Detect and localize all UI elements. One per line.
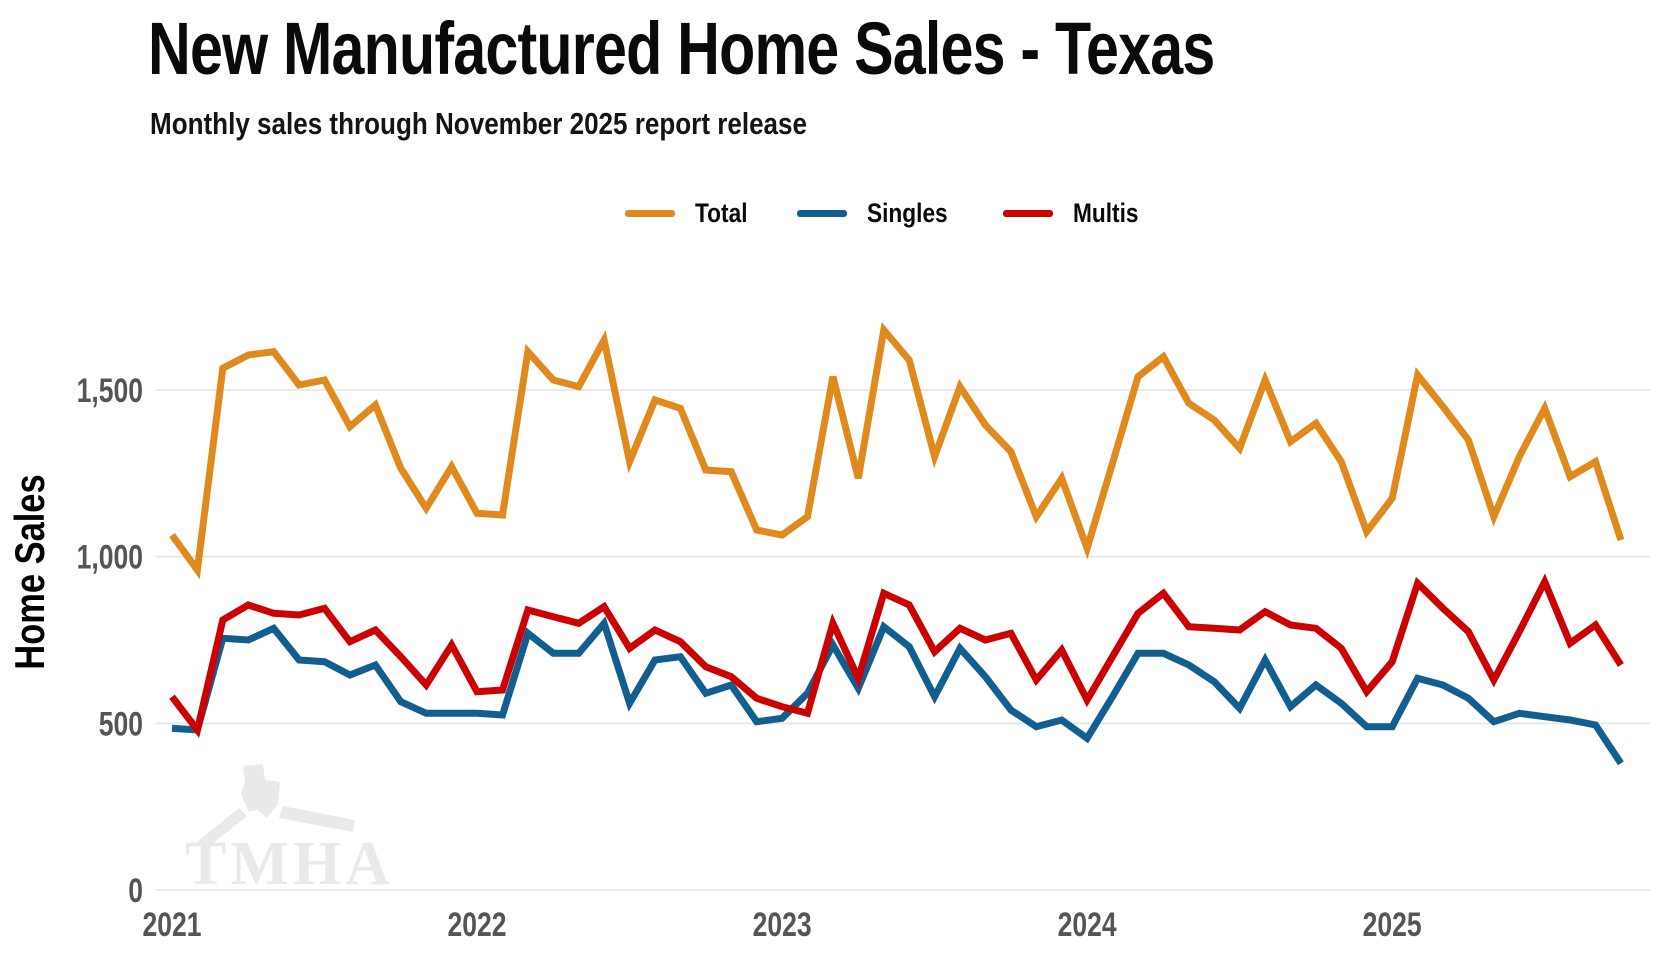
watermark-letters: TMHA [185,830,394,898]
legend-label: Multis [1073,198,1139,228]
x-tick-label-2021: 2021 [143,906,202,944]
chart-legend: Total Singles Multis [58,198,1660,229]
watermark-texas-shape [241,764,280,818]
legend-label: Singles [867,198,948,228]
y-axis-title: Home Sales [7,474,54,669]
tmha-watermark-logo: TMHA [185,764,394,898]
singles-line [171,616,1624,766]
y-tick-label: 1,500 [77,372,143,410]
legend-swatch-total [624,210,675,217]
watermark-roof-right [279,806,355,832]
chart-subtitle: Monthly sales through November 2025 repo… [150,106,808,141]
horizontal-gridlines [156,389,1650,891]
y-tick-label: 500 [99,705,143,743]
x-tick-label-2022: 2022 [448,906,507,944]
y-axis-tick-labels: 0 500 1,000 1,500 [77,372,143,910]
legend-swatch-singles [797,210,848,217]
x-tick-label-2025: 2025 [1363,906,1422,944]
legend-swatch-multis [1003,210,1054,217]
data-series-lines [169,322,1625,766]
y-tick-label: 0 [128,872,143,910]
x-tick-label-2023: 2023 [753,906,812,944]
chart-title: New Manufactured Home Sales - Texas [148,7,1215,90]
legend-item-multis: Multis [1003,198,1151,229]
legend-label: Total [694,198,748,228]
watermark-roof-left [197,808,247,848]
legend-item-singles: Singles [797,198,963,229]
x-axis-tick-labels: 2021 2022 2023 2024 2025 [143,906,1422,944]
multis-line [169,573,1624,739]
y-tick-label: 1,000 [77,539,143,577]
total-line [169,322,1625,580]
x-tick-label-2024: 2024 [1058,906,1117,944]
legend-item-total: Total [624,198,758,229]
